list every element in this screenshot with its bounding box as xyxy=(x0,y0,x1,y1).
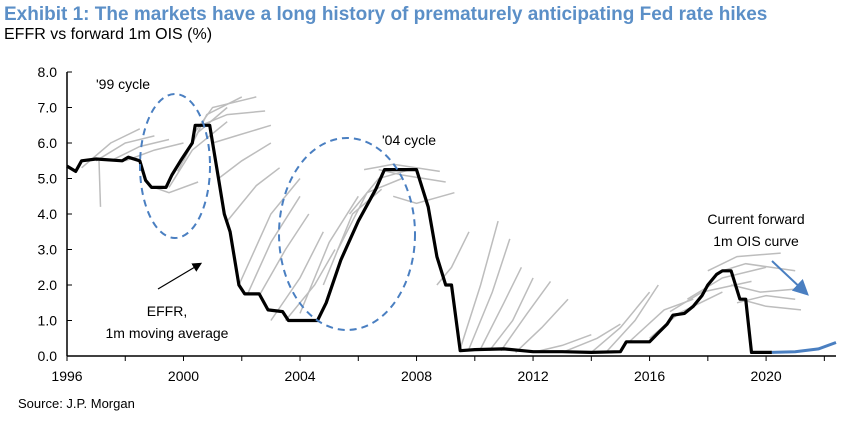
y-tick-label: 2.0 xyxy=(38,277,58,293)
forward-curve-19 xyxy=(299,195,359,314)
y-tick-label: 0.0 xyxy=(38,348,58,364)
forward-curve-6 xyxy=(168,121,228,188)
forward-curve-2 xyxy=(110,138,170,162)
effr-arrow xyxy=(157,262,203,290)
y-tick-label: 8.0 xyxy=(38,64,58,80)
forward-curve-33 xyxy=(532,333,592,354)
forward-curve-22 xyxy=(348,167,417,215)
effr-line xyxy=(66,123,772,354)
forward-curve-36 xyxy=(605,284,659,353)
y-tick-label: 7.0 xyxy=(38,100,58,116)
forward-curve-14 xyxy=(238,178,301,286)
x-tick-label: 2000 xyxy=(168,368,199,384)
y-tick-label: 6.0 xyxy=(38,135,58,151)
y-tick-label: 5.0 xyxy=(38,171,58,187)
forward-curve-27 xyxy=(459,220,499,350)
forward-curve-28 xyxy=(468,238,511,350)
chart-title: Exhibit 1: The markets have a long histo… xyxy=(4,4,768,25)
cycle-99-label: '99 cycle xyxy=(96,76,150,92)
forward-curve-1 xyxy=(95,135,155,162)
current-forward-line xyxy=(771,341,837,354)
y-tick-label: 4.0 xyxy=(38,206,58,222)
forward-curve-23 xyxy=(363,163,440,173)
forward-curve-13 xyxy=(226,167,281,222)
forward-curve-40 xyxy=(687,266,767,300)
forward-curve-25 xyxy=(392,191,455,205)
forward-curve-0 xyxy=(81,128,141,169)
cycle-04-ellipse xyxy=(278,137,416,331)
y-tick-label: 1.0 xyxy=(38,313,58,329)
forward-curve-32 xyxy=(515,298,569,353)
current-label-line2: 1m OIS curve xyxy=(713,233,799,249)
forward-curve-26 xyxy=(436,231,470,286)
x-tick-label: 2020 xyxy=(751,368,782,384)
forward-curve-5 xyxy=(98,160,102,207)
forward-curve-30 xyxy=(488,277,534,352)
forward-curve-31 xyxy=(500,280,552,352)
forward-curve-18 xyxy=(284,249,336,321)
y-tick-label: 3.0 xyxy=(38,242,58,258)
x-tick-label: 2008 xyxy=(401,368,432,384)
effr-label-line2: 1m moving average xyxy=(106,325,229,341)
x-tick-label: 2016 xyxy=(634,368,665,384)
x-tick-label: 2012 xyxy=(517,368,548,384)
forward-curve-15 xyxy=(246,195,301,295)
forward-curve-41 xyxy=(707,252,781,272)
forward-curve-11 xyxy=(212,124,272,144)
current-label-line1: Current forward xyxy=(707,211,804,227)
forward-curve-45 xyxy=(730,284,802,293)
chart-source: Source: J.P. Morgan xyxy=(18,396,135,411)
forward-curve-24 xyxy=(378,168,446,183)
effr-label-line1: EFFR, xyxy=(147,303,187,319)
chart-subtitle: EFFR vs forward 1m OIS (%) xyxy=(4,26,213,43)
forward-curves xyxy=(81,96,802,354)
effr-series xyxy=(66,123,772,354)
x-tick-label: 1996 xyxy=(51,368,82,384)
forward-curve-29 xyxy=(479,266,523,350)
forward-curve-35 xyxy=(590,291,651,353)
forward-curve-44 xyxy=(739,298,802,311)
current-arrow xyxy=(771,260,809,296)
forward-curve-12 xyxy=(218,142,272,180)
cycle-04-label: '04 cycle xyxy=(382,132,436,148)
forward-curve-3 xyxy=(125,142,184,162)
forward-curve-16 xyxy=(258,213,310,296)
current-forward-series xyxy=(771,341,837,354)
forward-curve-17 xyxy=(270,231,324,321)
x-tick-label: 2004 xyxy=(284,368,315,384)
cycle-99-ellipse xyxy=(139,93,211,239)
forward-curve-10 xyxy=(200,110,266,126)
forward-curve-34 xyxy=(561,323,621,354)
axes: 0.0 1.0 2.0 3.0 4.0 5.0 6.0 7.0 8.0 1996 2000 2004 2… xyxy=(38,64,836,384)
